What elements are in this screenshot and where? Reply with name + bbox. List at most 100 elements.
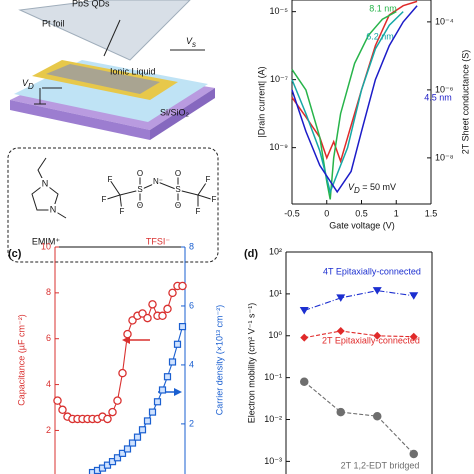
atom: S [175, 185, 180, 194]
atom: F [196, 207, 201, 216]
marker [168, 358, 177, 366]
marker [158, 386, 167, 394]
series-line [291, 5, 418, 194]
atom: N [42, 178, 49, 188]
series-label: 8.1 nm [369, 3, 397, 13]
marker [299, 307, 309, 315]
label: V [22, 78, 29, 88]
marker [409, 292, 419, 300]
marker [373, 331, 382, 340]
marker [153, 398, 162, 406]
marker [118, 449, 127, 457]
y2-tick-label: 6 [189, 300, 194, 310]
x-tick-label: 0 [324, 208, 329, 218]
marker [168, 288, 177, 298]
label: Vs [186, 36, 196, 49]
marker [148, 300, 157, 309]
marker [163, 373, 172, 381]
marker [123, 445, 132, 453]
y-tick-label: 10¹ [269, 288, 282, 298]
marker [163, 304, 172, 314]
y2-tick-label: 4 [189, 359, 194, 369]
atom: F [206, 175, 211, 184]
atom: O [175, 169, 181, 178]
atom: S [137, 185, 142, 194]
y-tick-label: 10⁰ [268, 330, 282, 340]
marker [143, 417, 152, 425]
series-line [92, 326, 184, 474]
series-label: 4T Epitaxially-connected [323, 266, 421, 276]
atoms: N N F F F S O O N⁻ S O O F F F EMIM⁺ TFS… [32, 168, 218, 247]
bond [31, 183, 59, 211]
annotation: V [348, 182, 355, 192]
atom: F [102, 195, 107, 204]
marker [138, 426, 147, 434]
atom: O [137, 201, 143, 210]
marker [108, 407, 117, 417]
series-line [304, 290, 414, 312]
label: Si/SiO₂ [160, 107, 190, 117]
y2-axis-title: Carrier density (×10¹³ cm⁻²) [214, 305, 224, 416]
marker [300, 333, 309, 342]
y-tick-label: 10⁻⁷ [270, 74, 288, 84]
series-line [303, 381, 415, 455]
atom: F [212, 195, 217, 204]
atom: O [175, 201, 181, 210]
label: s [192, 40, 196, 49]
series-line [304, 330, 414, 339]
marker [108, 458, 117, 466]
annotation: VD = 50 mV [348, 182, 396, 195]
substrate-side [10, 100, 150, 140]
marker [113, 454, 122, 462]
structure-box [7, 147, 219, 263]
bond [119, 194, 123, 213]
marker [336, 407, 345, 417]
marker [118, 368, 127, 378]
y2-tick-label: 10⁻⁶ [435, 84, 454, 94]
annotation: D [354, 186, 360, 195]
pointer [103, 19, 121, 57]
y2-tick-label: 8 [189, 241, 194, 251]
y-tick-label: 10² [269, 246, 282, 256]
marker [336, 326, 345, 335]
marker [148, 408, 157, 416]
axis-arrows [122, 336, 182, 396]
atom: O [137, 169, 143, 178]
pt-foil [18, 0, 191, 61]
x-tick-label: -0.5 [284, 208, 300, 218]
x-tick-label: 1.5 [425, 208, 438, 218]
ion-name: TFSI⁻ [146, 236, 170, 246]
marker [178, 322, 187, 331]
y-tick-label: 4 [46, 379, 51, 389]
marker [103, 414, 112, 424]
marker [113, 396, 122, 405]
annotation: = 50 mV [360, 182, 396, 192]
panel-label: (c) [8, 248, 22, 260]
panel-label: (d) [244, 248, 258, 260]
arrow-head [174, 388, 182, 396]
label: D [28, 82, 34, 91]
y-tick-label: 10⁻³ [264, 456, 282, 466]
series-label: 2T 1,2-EDT bridged [341, 460, 420, 470]
x-axis-title: Gate voltage (V) [329, 220, 395, 230]
label: PbS QDs [72, 0, 110, 8]
series-line [291, 0, 418, 164]
device-schematic: PbS QDs Pt foil Vs VD Ionic Liquid Si/Si… [10, 0, 215, 140]
y-tick-label: 2 [46, 425, 51, 435]
y2-tick-label: 10⁻⁴ [435, 16, 454, 26]
marker [409, 332, 418, 341]
marker [299, 377, 309, 386]
atom: N [50, 204, 57, 214]
marker [409, 449, 418, 459]
series-label: 2T Epitaxially-connected [322, 335, 420, 345]
y-tick-label: 10⁻⁹ [269, 142, 288, 152]
x-tick-label: 0.5 [355, 208, 368, 218]
marker [133, 433, 142, 441]
bond [119, 181, 199, 196]
label: Pt foil [42, 18, 65, 28]
y2-tick-label: 10⁻⁸ [435, 152, 454, 162]
ion-name: EMIM⁺ [32, 236, 60, 246]
label: V [186, 36, 193, 46]
marker [143, 313, 152, 323]
atom: F [120, 207, 125, 216]
